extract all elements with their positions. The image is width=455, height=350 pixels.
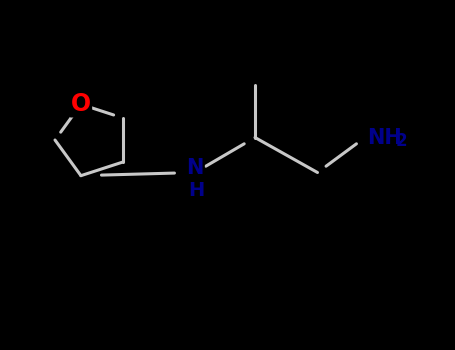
Text: N: N [186,158,204,177]
Text: O: O [71,92,91,116]
Text: 2: 2 [396,133,408,150]
Text: H: H [188,181,204,199]
Text: NH: NH [368,127,402,147]
